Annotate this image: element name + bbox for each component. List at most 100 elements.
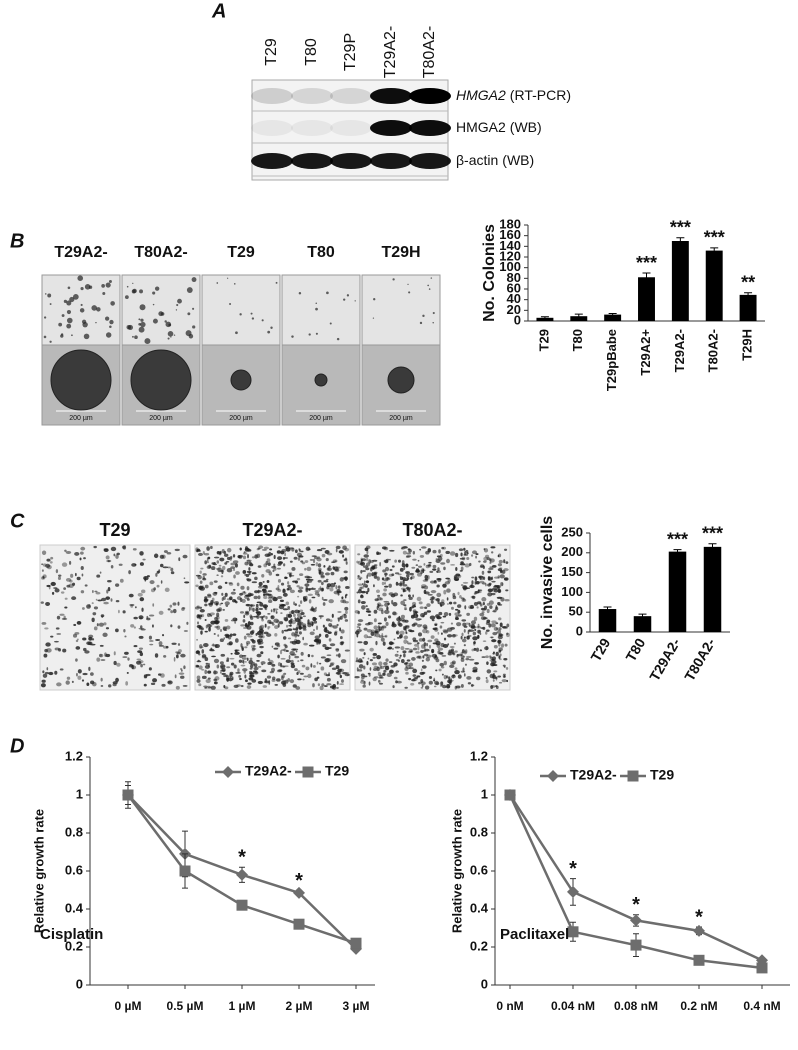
error-bar [642,272,651,283]
colony-dot [229,303,232,306]
cell [466,612,470,616]
y-tick-label: 1 [76,786,83,801]
cell [306,566,312,572]
cell [452,595,457,600]
x-tick-label: T29pBabe [604,329,619,391]
cell [472,669,478,673]
cell [420,644,425,649]
cell [392,611,397,616]
cell [261,618,264,622]
cell [411,657,416,661]
cell [354,609,360,614]
cell [405,571,410,574]
cell [297,557,301,561]
cell [56,615,61,620]
cell [267,596,273,600]
cell [304,595,308,601]
cell [493,609,497,613]
cell [289,589,295,594]
colony-dot [66,323,72,329]
cell [259,602,264,607]
colony-dot [84,284,91,290]
cell [391,565,395,568]
cell [252,607,255,612]
marker [236,868,248,881]
cell [371,662,378,666]
cell [487,583,491,587]
cell [488,567,494,571]
cell [253,666,259,671]
cell [343,570,348,574]
cell [360,561,366,566]
cell [271,679,276,682]
cell [294,580,298,584]
significance: *** [702,523,723,543]
cell [221,667,226,672]
cell [438,549,441,554]
cell [424,574,429,580]
cell [383,662,388,666]
cell [258,581,263,586]
cell [90,672,94,676]
cell [364,547,369,552]
significance: * [238,846,246,868]
cell [100,677,103,682]
cell [400,587,406,591]
y-tick-label: 1.2 [65,748,83,763]
bar [703,546,722,632]
cell [305,578,311,581]
cell [416,655,421,659]
panel-label: A [211,0,226,22]
cell [397,621,401,626]
cell [291,547,295,552]
sample-label: T29H [381,244,420,261]
cell [463,628,466,633]
cell [339,635,343,640]
blot-band [370,153,412,169]
cell [71,680,74,684]
cell [288,619,293,625]
y-axis-label: No. invasive cells [539,516,556,650]
cell [395,581,399,586]
colony-dot [132,335,134,338]
cell [360,660,363,663]
cell [323,672,327,676]
cell [498,627,502,631]
cell [500,570,503,574]
cell [337,617,340,622]
cell [418,681,421,685]
x-tick-label: T29H [740,329,755,361]
colony-dot [49,303,52,306]
cell [205,662,209,665]
cell [263,546,270,550]
cell [491,620,497,624]
bar [739,294,757,321]
cell [49,561,53,564]
cell [482,640,487,642]
cell [394,572,400,575]
cell [432,549,437,554]
cell [357,641,363,644]
colony-dot [101,284,105,288]
cell [232,560,239,564]
colony-dot [164,320,167,323]
cell [309,558,314,561]
cell [133,626,136,629]
cell [45,563,51,568]
cell [237,668,240,673]
colony-dot [49,340,52,343]
colony-dot [427,284,430,287]
cell [283,629,289,632]
cell [501,679,507,683]
colony-dot [44,293,47,295]
cell [387,602,390,606]
cell [360,600,366,605]
sample-label: T29 [227,244,255,261]
cell [41,569,44,572]
colony-dot [167,331,174,337]
cell [413,643,420,647]
y-tick-label: 0.8 [470,824,488,839]
cell [389,549,395,552]
cell [482,565,485,570]
